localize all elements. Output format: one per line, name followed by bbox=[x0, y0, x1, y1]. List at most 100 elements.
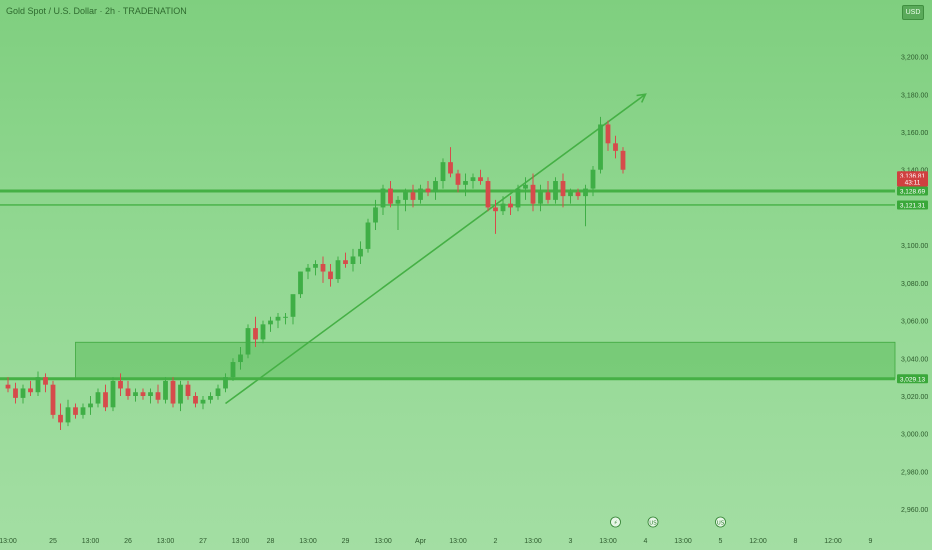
candle-body bbox=[5, 384, 11, 389]
support-zone bbox=[75, 341, 896, 380]
price-label: 3,136.81 bbox=[900, 173, 926, 180]
candle-body bbox=[403, 192, 408, 200]
candle-body bbox=[493, 207, 498, 212]
candle-body bbox=[80, 407, 86, 415]
x-tick-label: 12:00 bbox=[824, 538, 842, 545]
candle-body bbox=[148, 392, 153, 396]
candle-body bbox=[200, 399, 206, 404]
candle-body bbox=[410, 192, 416, 200]
price-label: 3,029.13 bbox=[900, 376, 926, 383]
y-tick-label: 3,140.00 bbox=[901, 168, 928, 175]
candle-body bbox=[290, 294, 296, 317]
candle-body bbox=[365, 222, 371, 249]
event-badge-icon bbox=[610, 516, 621, 528]
candle-body bbox=[268, 320, 273, 325]
candle-body bbox=[553, 181, 558, 200]
x-tick-label: 25 bbox=[49, 538, 57, 545]
y-tick-label: 3,020.00 bbox=[901, 394, 928, 401]
candle-body bbox=[583, 188, 588, 197]
candle-body bbox=[575, 192, 581, 197]
candle-body bbox=[343, 260, 348, 264]
candle-body bbox=[88, 403, 93, 408]
candle-body bbox=[478, 177, 483, 182]
price-label-box bbox=[897, 374, 928, 384]
x-tick-label: 26 bbox=[124, 538, 132, 545]
candle-body bbox=[283, 316, 288, 318]
candle-body bbox=[485, 181, 491, 208]
y-tick-label: 3,100.00 bbox=[901, 243, 928, 250]
candle-body bbox=[118, 380, 123, 389]
candle-body bbox=[73, 407, 78, 415]
trendline-arrowhead bbox=[636, 93, 647, 103]
candle-body bbox=[238, 354, 243, 363]
candle-body bbox=[500, 203, 506, 212]
price-label: 3,121.31 bbox=[900, 202, 926, 209]
price-label-box bbox=[897, 200, 928, 210]
candle-body bbox=[350, 256, 356, 264]
candle-body bbox=[590, 169, 596, 189]
y-tick-label: 3,000.00 bbox=[901, 432, 928, 439]
trendline bbox=[225, 93, 646, 405]
x-tick-label: 13:00 bbox=[82, 538, 100, 545]
candle-body bbox=[515, 188, 521, 208]
candle-body bbox=[155, 392, 161, 400]
candle-body bbox=[545, 192, 551, 200]
event-badge-label: US bbox=[717, 521, 725, 527]
candle-body bbox=[275, 316, 281, 321]
event-badge-icon bbox=[715, 516, 726, 528]
candle-body bbox=[125, 388, 131, 396]
candle-body bbox=[373, 207, 378, 223]
currency-button[interactable]: USD bbox=[902, 5, 924, 20]
candle-body bbox=[455, 173, 461, 185]
x-tick-label: 9 bbox=[869, 538, 873, 545]
candle-body bbox=[223, 377, 228, 389]
x-tick-label: 13:00 bbox=[299, 538, 317, 545]
candle-body bbox=[133, 392, 138, 396]
x-tick-label: 13:00 bbox=[232, 538, 250, 545]
candle-body bbox=[260, 324, 266, 340]
event-badge-label: ⚡ bbox=[614, 520, 618, 527]
candle-body bbox=[185, 384, 191, 396]
candle-body bbox=[13, 388, 18, 398]
candle-body bbox=[35, 377, 41, 393]
candle-body bbox=[178, 384, 183, 404]
candle-body bbox=[245, 328, 251, 355]
candle-body bbox=[358, 248, 363, 257]
candle-body bbox=[230, 362, 236, 378]
candle-body bbox=[620, 150, 626, 170]
candle-body bbox=[298, 271, 303, 295]
x-tick-label: Apr bbox=[415, 538, 427, 545]
y-tick-label: 3,160.00 bbox=[901, 130, 928, 137]
candle-body bbox=[418, 188, 423, 200]
candle-body bbox=[425, 188, 431, 193]
candle-body bbox=[523, 184, 528, 189]
y-tick-label: 3,180.00 bbox=[901, 92, 928, 99]
candle-body bbox=[193, 396, 198, 404]
x-tick-label: 13:00 bbox=[449, 538, 467, 545]
x-tick-label: 29 bbox=[342, 538, 350, 545]
y-tick-label: 3,060.00 bbox=[901, 319, 928, 326]
candle-body bbox=[163, 380, 168, 400]
price-label-box bbox=[897, 177, 928, 187]
x-tick-label: 12:00 bbox=[749, 538, 767, 545]
candle-body bbox=[470, 177, 476, 182]
x-tick-label: 8 bbox=[794, 538, 798, 545]
x-tick-label: 13:00 bbox=[157, 538, 175, 545]
x-tick-label: 2 bbox=[494, 538, 498, 545]
candle-body bbox=[215, 388, 221, 396]
x-tick-label: 5 bbox=[719, 538, 723, 545]
candle-body bbox=[530, 184, 536, 204]
candle-body bbox=[433, 181, 438, 193]
candle-body bbox=[568, 192, 573, 197]
candle-body bbox=[20, 388, 26, 398]
price-label-box bbox=[897, 186, 928, 196]
candle-body bbox=[103, 392, 108, 408]
candle-body bbox=[65, 407, 71, 423]
candle-body bbox=[560, 181, 566, 197]
event-badge-icon bbox=[647, 516, 659, 528]
candle-body bbox=[508, 203, 513, 208]
y-tick-label: 3,040.00 bbox=[901, 356, 928, 363]
x-tick-label: 27 bbox=[199, 538, 207, 545]
y-tick-label: 2,980.00 bbox=[901, 469, 928, 476]
